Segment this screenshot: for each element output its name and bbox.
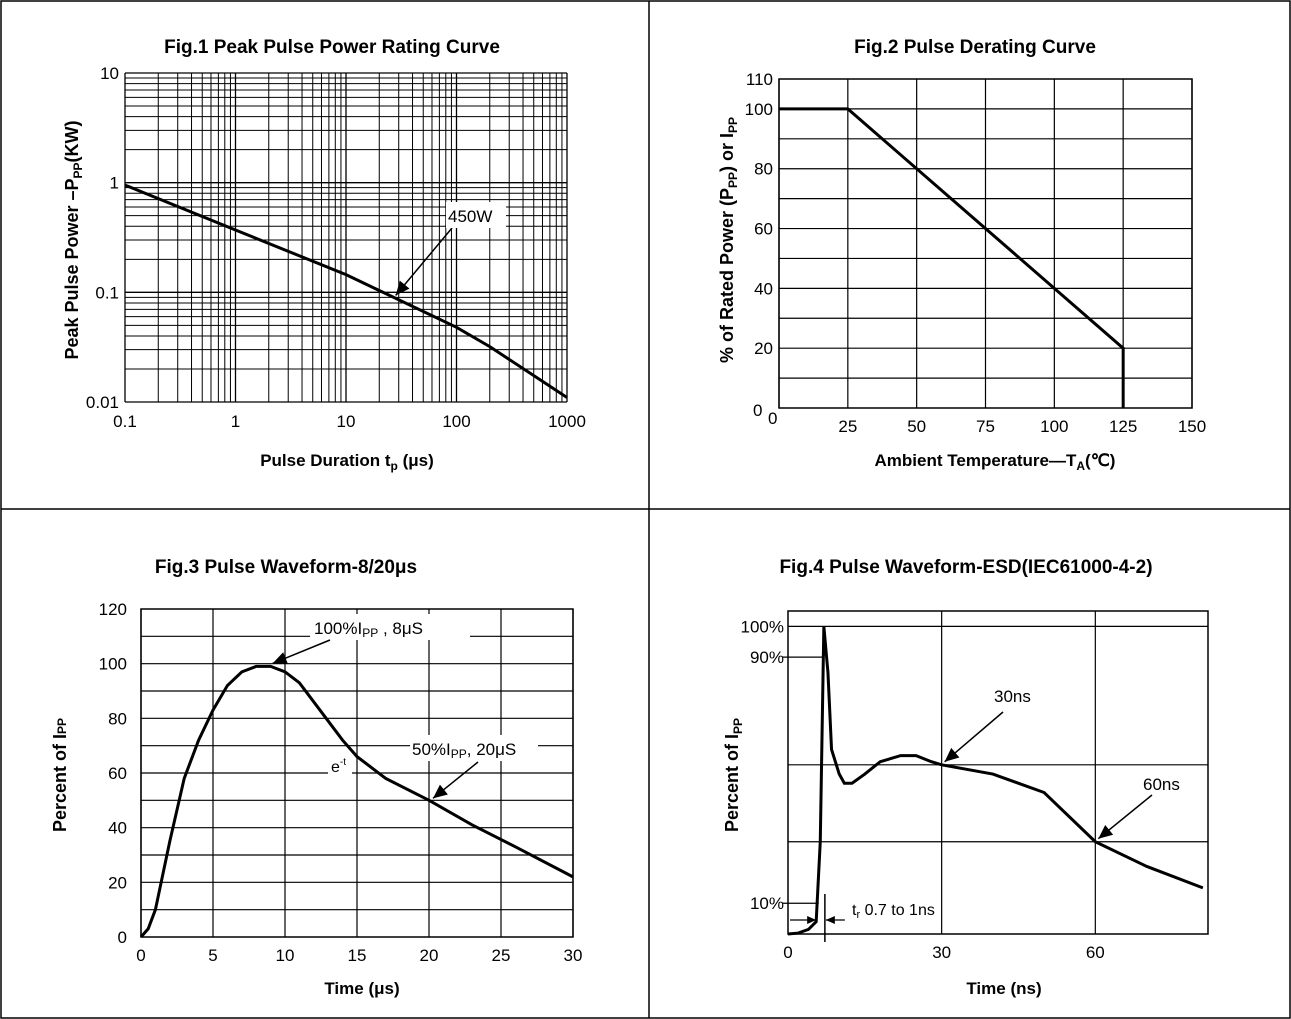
series-line — [779, 107, 1125, 408]
grid-lines — [778, 78, 1193, 409]
y-tick-label: 100% — [741, 617, 784, 636]
annotation-box — [310, 614, 470, 640]
x-axis-label: Time (ns) — [966, 979, 1041, 998]
chart-fig3: Fig.3 Pulse Waveform-8/20μs 0 5 10 15 20 25 30… — [50, 557, 582, 998]
x-tick-label: 1 — [231, 412, 240, 431]
y-axis-label: Percent of IPP — [50, 718, 70, 832]
annotation-arrow — [395, 227, 453, 296]
y-tick-label: 20 — [754, 339, 773, 358]
chart-title: Fig.1 Peak Pulse Power Rating Curve — [164, 37, 500, 58]
annotation-box — [446, 202, 506, 228]
x-tick-label: 60 — [1086, 943, 1105, 962]
x-tick-label: 50 — [907, 417, 926, 436]
annotation-exp: e-t — [331, 757, 346, 776]
y-tick-label: 40 — [754, 279, 773, 298]
x-tick-label: 0 — [768, 409, 777, 428]
annotation-arrowhead — [825, 915, 835, 925]
y-tick-label: 60 — [108, 764, 127, 783]
y-tick-label: 100 — [745, 100, 773, 119]
x-axis-label: Time (μs) — [324, 979, 399, 998]
x-tick-label: 20 — [420, 946, 439, 965]
annotation-60ns: 60ns — [1143, 775, 1180, 794]
x-tick-label: 1000 — [548, 412, 586, 431]
x-tick-label: 100 — [442, 412, 470, 431]
annotation-box — [410, 735, 538, 761]
x-tick-label: 15 — [348, 946, 367, 965]
chart-title: Fig.4 Pulse Waveform-ESD(IEC61000-4-2) — [779, 557, 1152, 578]
chart-fig2: Fig.2 Pulse Derating Curve 25 50 75 100 125 1… — [717, 37, 1206, 473]
x-tick-label: 100 — [1040, 417, 1068, 436]
x-axis-label: Pulse Duration tp (μs) — [260, 451, 434, 473]
x-tick-label: 10 — [337, 412, 356, 431]
annotation-arrowhead — [807, 915, 817, 925]
y-axis-label: % of Rated Power (PPP) or IPP — [717, 117, 740, 363]
y-axis-label: Percent of IPP — [722, 718, 745, 832]
series-line — [139, 664, 574, 938]
x-tick-label: 30 — [564, 946, 583, 965]
y-tick-label: 90% — [750, 648, 784, 667]
annotation-peak: 100%IPP , 8μS — [314, 619, 423, 640]
tick-labels: 25 50 75 100 125 150 20 40 60 80 100 110 0 0 — [745, 70, 1207, 436]
tick-labels: 0 30 60 10% 90% 100% — [741, 617, 1105, 962]
y-tick-label: 40 — [108, 819, 127, 838]
x-tick-label: 75 — [976, 417, 995, 436]
y-tick-label: 80 — [754, 160, 773, 179]
annotation-rise-time: tr 0.7 to 1ns — [852, 902, 935, 921]
annotation-arrowhead — [1098, 824, 1114, 839]
annotation-arrowhead — [433, 784, 448, 799]
x-tick-label: 5 — [208, 946, 217, 965]
grid-lines — [782, 610, 1209, 935]
y-tick-label: 0.1 — [95, 283, 119, 302]
y-tick-label: 110 — [746, 70, 773, 89]
y-tick-label: 0 — [118, 928, 127, 947]
x-tick-label: 0 — [783, 943, 792, 962]
grid-lines — [140, 608, 574, 938]
chart-title: Fig.3 Pulse Waveform-8/20μs — [155, 557, 417, 578]
annotation-label: 450W — [448, 207, 492, 226]
x-tick-label: 125 — [1109, 417, 1137, 436]
x-tick-label: 30 — [932, 943, 951, 962]
annotation-arrowhead — [944, 747, 960, 762]
x-axis-label: Ambient Temperature—TA(℃) — [875, 451, 1116, 473]
y-tick-label: 80 — [108, 709, 127, 728]
x-tick-label: 10 — [276, 946, 295, 965]
y-tick-label: 60 — [754, 220, 773, 239]
y-tick-label: 1 — [110, 174, 119, 193]
y-tick-label: 120 — [99, 600, 127, 619]
y-tick-label: 0.01 — [86, 393, 119, 412]
y-tick-label: 10 — [100, 64, 119, 83]
series-line — [124, 183, 568, 399]
y-tick-label: 0 — [753, 401, 762, 420]
chart-title: Fig.2 Pulse Derating Curve — [854, 37, 1096, 58]
annotation-arrowhead — [272, 652, 288, 664]
chart-fig1: Fig.1 Peak Pulse Power Rating Curve 0.1 1… — [62, 37, 586, 473]
tick-labels: 0 5 10 15 20 25 30 0 20 40 60 80 100 120 — [99, 600, 583, 965]
x-tick-label: 150 — [1178, 417, 1206, 436]
plot-frame — [787, 610, 1209, 935]
y-tick-label: 10% — [750, 894, 784, 913]
y-tick-label: 20 — [108, 873, 127, 892]
chart-fig4: Fig.4 Pulse Waveform-ESD(IEC61000-4-2) 0… — [722, 557, 1209, 998]
x-tick-label: 25 — [492, 946, 511, 965]
annotation-30ns: 30ns — [994, 687, 1031, 706]
x-tick-label: 25 — [838, 417, 857, 436]
grid-lines — [124, 72, 568, 403]
x-tick-label: 0.1 — [113, 412, 137, 431]
annotation-half: 50%IPP, 20μS — [412, 740, 516, 761]
annotation-box — [328, 755, 352, 777]
y-tick-label: 100 — [99, 655, 127, 674]
y-axis-label: Peak Pulse Power –PPP(KW) — [62, 120, 85, 359]
x-tick-label: 0 — [136, 946, 145, 965]
series-line — [787, 626, 1204, 936]
annotation-arrowhead — [395, 280, 410, 296]
